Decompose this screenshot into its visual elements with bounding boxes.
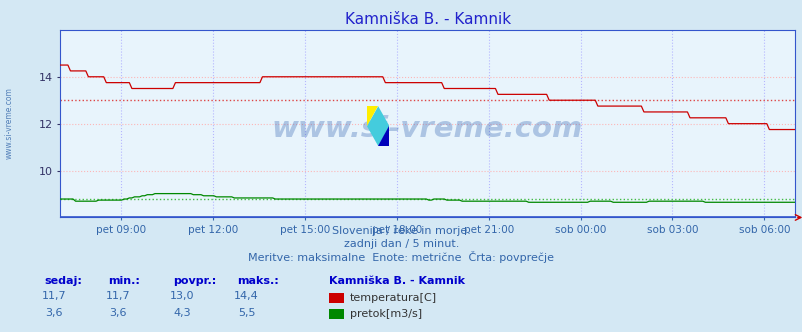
Text: zadnji dan / 5 minut.: zadnji dan / 5 minut. [343, 239, 459, 249]
Text: temperatura[C]: temperatura[C] [350, 293, 436, 303]
Text: 13,0: 13,0 [170, 291, 194, 301]
Text: sedaj:: sedaj: [44, 276, 82, 286]
Text: Kamniška B. - Kamnik: Kamniška B. - Kamnik [329, 276, 464, 286]
Text: povpr.:: povpr.: [172, 276, 216, 286]
Text: 3,6: 3,6 [45, 308, 63, 318]
Text: 11,7: 11,7 [106, 291, 130, 301]
Text: 14,4: 14,4 [234, 291, 258, 301]
Text: pretok[m3/s]: pretok[m3/s] [350, 309, 422, 319]
Text: 3,6: 3,6 [109, 308, 127, 318]
Polygon shape [367, 106, 378, 126]
Text: Meritve: maksimalne  Enote: metrične  Črta: povprečje: Meritve: maksimalne Enote: metrične Črta… [248, 251, 554, 263]
Polygon shape [367, 106, 389, 146]
Text: 11,7: 11,7 [42, 291, 66, 301]
Polygon shape [378, 126, 389, 146]
Text: min.:: min.: [108, 276, 140, 286]
Text: maks.:: maks.: [237, 276, 278, 286]
Text: 4,3: 4,3 [173, 308, 191, 318]
Title: Kamniška B. - Kamnik: Kamniška B. - Kamnik [344, 12, 510, 27]
Text: 5,5: 5,5 [237, 308, 255, 318]
Text: Slovenija / reke in morje.: Slovenija / reke in morje. [332, 226, 470, 236]
Text: www.si-vreme.com: www.si-vreme.com [5, 87, 14, 159]
Text: www.si-vreme.com: www.si-vreme.com [272, 115, 582, 143]
